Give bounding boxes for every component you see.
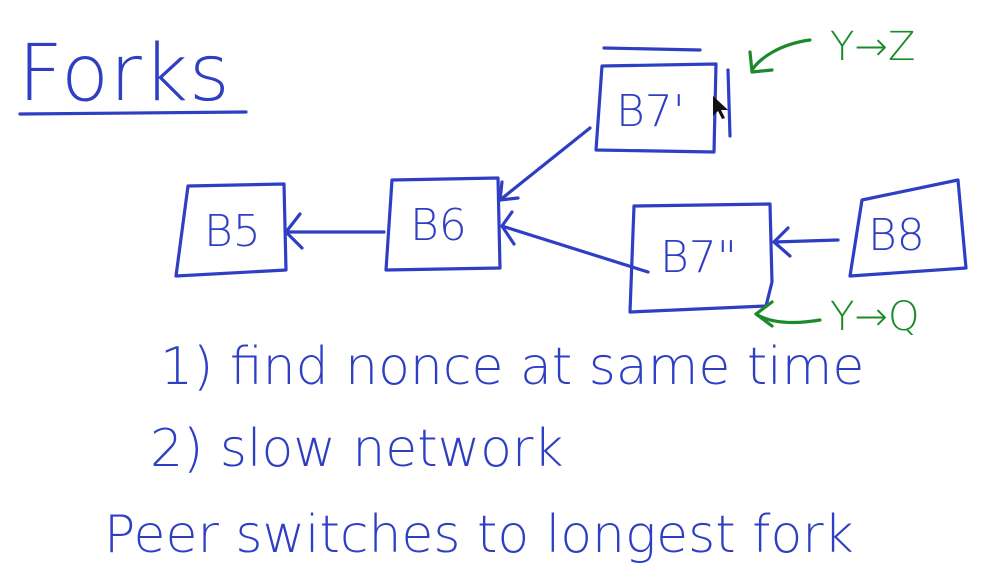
block-b5-box <box>174 182 288 278</box>
block-b5: B5 <box>174 182 288 278</box>
title-text: Forks <box>18 29 231 119</box>
annotation-top-arrow <box>750 38 812 72</box>
annotation-bottom-text: Y→Q <box>830 294 919 340</box>
block-b8: B8 <box>848 178 968 278</box>
block-b7-bottom: B7" <box>628 202 774 314</box>
block-b6-label: B6 <box>410 200 467 251</box>
note-reason-1: 1) find nonce at same time <box>160 337 864 397</box>
block-b7-bottom-box <box>628 202 774 314</box>
arrow-b8-to-b7bottom <box>772 226 840 258</box>
title-underline <box>18 110 248 116</box>
block-b7-top-side <box>726 68 732 138</box>
note-reason-2: 2) slow network <box>150 419 564 479</box>
block-b6-box <box>384 176 502 272</box>
block-b7-top: B7' <box>594 46 732 154</box>
block-b5-label: B5 <box>204 206 261 257</box>
block-b7-bottom-label: B7" <box>660 232 737 283</box>
block-b7-top-box <box>594 62 718 154</box>
block-b6: B6 <box>384 176 502 272</box>
block-b8-label: B8 <box>868 210 925 261</box>
arrow-b7bottom-to-b6 <box>500 210 650 274</box>
block-b7-top-label: B7' <box>616 86 685 137</box>
block-b7-top-overline <box>602 46 702 52</box>
annotation-top-text: Y→Z <box>830 24 915 70</box>
note-conclusion: Peer switches to longest fork <box>104 505 854 565</box>
annotation-top: Y→Z <box>748 24 915 74</box>
annotation-bottom: Y→Q <box>754 294 919 340</box>
mouse-cursor-icon <box>713 96 728 119</box>
arrow-b6-to-b5 <box>284 212 386 250</box>
block-b8-box <box>848 178 968 278</box>
arrow-b7top-to-b6 <box>498 126 592 202</box>
